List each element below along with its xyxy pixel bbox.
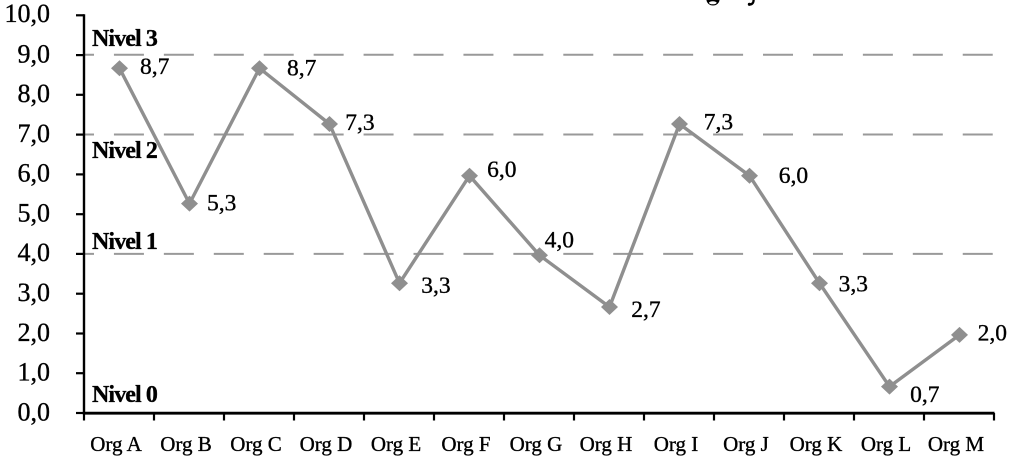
svg-text:Org K: Org K xyxy=(790,432,843,456)
svg-text:1,0: 1,0 xyxy=(18,358,51,387)
svg-text:0,0: 0,0 xyxy=(18,397,51,426)
svg-text:Org L: Org L xyxy=(861,432,911,456)
svg-text:Org A: Org A xyxy=(90,432,142,456)
svg-text:9,0: 9,0 xyxy=(18,39,51,68)
svg-text:8,7: 8,7 xyxy=(140,54,170,80)
svg-text:Org J: Org J xyxy=(723,432,769,456)
svg-text:Org E: Org E xyxy=(371,432,421,456)
svg-text:Org M: Org M xyxy=(928,432,985,456)
svg-text:4,0: 4,0 xyxy=(18,238,51,267)
svg-text:6,0: 6,0 xyxy=(487,157,516,183)
svg-text:5,3: 5,3 xyxy=(207,191,236,217)
svg-text:Org H: Org H xyxy=(580,432,633,456)
svg-text:2,0: 2,0 xyxy=(18,318,51,347)
svg-text:6,0: 6,0 xyxy=(18,159,51,188)
svg-text:Org B: Org B xyxy=(160,432,212,456)
svg-text:7,0: 7,0 xyxy=(18,119,51,148)
svg-text:Org F: Org F xyxy=(441,432,490,456)
svg-text:0,7: 0,7 xyxy=(910,382,940,408)
svg-text:4,0: 4,0 xyxy=(545,228,574,254)
svg-text:Nivel 3: Nivel 3 xyxy=(92,26,158,52)
svg-text:8,0: 8,0 xyxy=(18,79,51,108)
svg-text:2,0: 2,0 xyxy=(978,320,1007,346)
svg-text:7,3: 7,3 xyxy=(704,109,733,135)
svg-text:Org C: Org C xyxy=(230,432,282,456)
svg-text:6,0: 6,0 xyxy=(779,163,808,189)
svg-text:10,0: 10,0 xyxy=(5,0,51,28)
svg-text:Org D: Org D xyxy=(300,432,353,456)
svg-text:Org G: Org G xyxy=(510,432,563,456)
svg-text:7,3: 7,3 xyxy=(345,110,374,136)
svg-text:Nivel 0: Nivel 0 xyxy=(92,382,158,408)
svg-text:3,0: 3,0 xyxy=(18,278,51,307)
svg-text:Org I: Org I xyxy=(654,432,699,456)
svg-text:Nivel 1: Nivel 1 xyxy=(92,229,157,255)
svg-text:3,3: 3,3 xyxy=(839,272,868,298)
svg-text:Nivel 2: Nivel 2 xyxy=(92,138,157,164)
svg-text:8,7: 8,7 xyxy=(287,55,317,81)
svg-text:2,7: 2,7 xyxy=(631,297,661,323)
svg-text:5,0: 5,0 xyxy=(18,198,51,227)
svg-text:3,3: 3,3 xyxy=(421,273,450,299)
